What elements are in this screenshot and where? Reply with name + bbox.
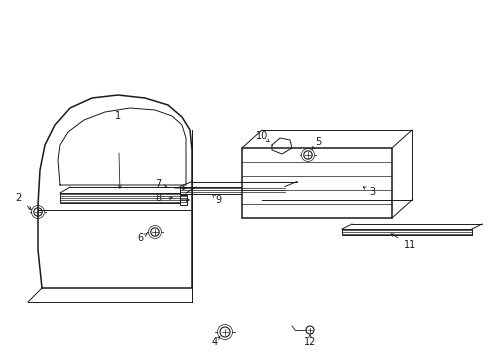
Text: 9: 9 [215, 195, 221, 205]
Text: 8: 8 [155, 193, 161, 203]
Text: 4: 4 [211, 337, 218, 347]
Text: 1: 1 [115, 111, 121, 121]
Bar [242, 148, 391, 218]
Text: 3: 3 [368, 187, 374, 197]
Bar [180, 186, 285, 194]
Text: 6: 6 [137, 233, 143, 243]
Text: 7: 7 [155, 179, 161, 189]
Text: 10: 10 [255, 131, 267, 141]
Text: 12: 12 [303, 337, 316, 347]
Text: 2: 2 [15, 193, 21, 203]
Bar [60, 193, 185, 203]
Bar [180, 195, 186, 205]
Text: 11: 11 [403, 240, 415, 250]
Text: 5: 5 [314, 137, 321, 147]
Bar [341, 229, 471, 235]
